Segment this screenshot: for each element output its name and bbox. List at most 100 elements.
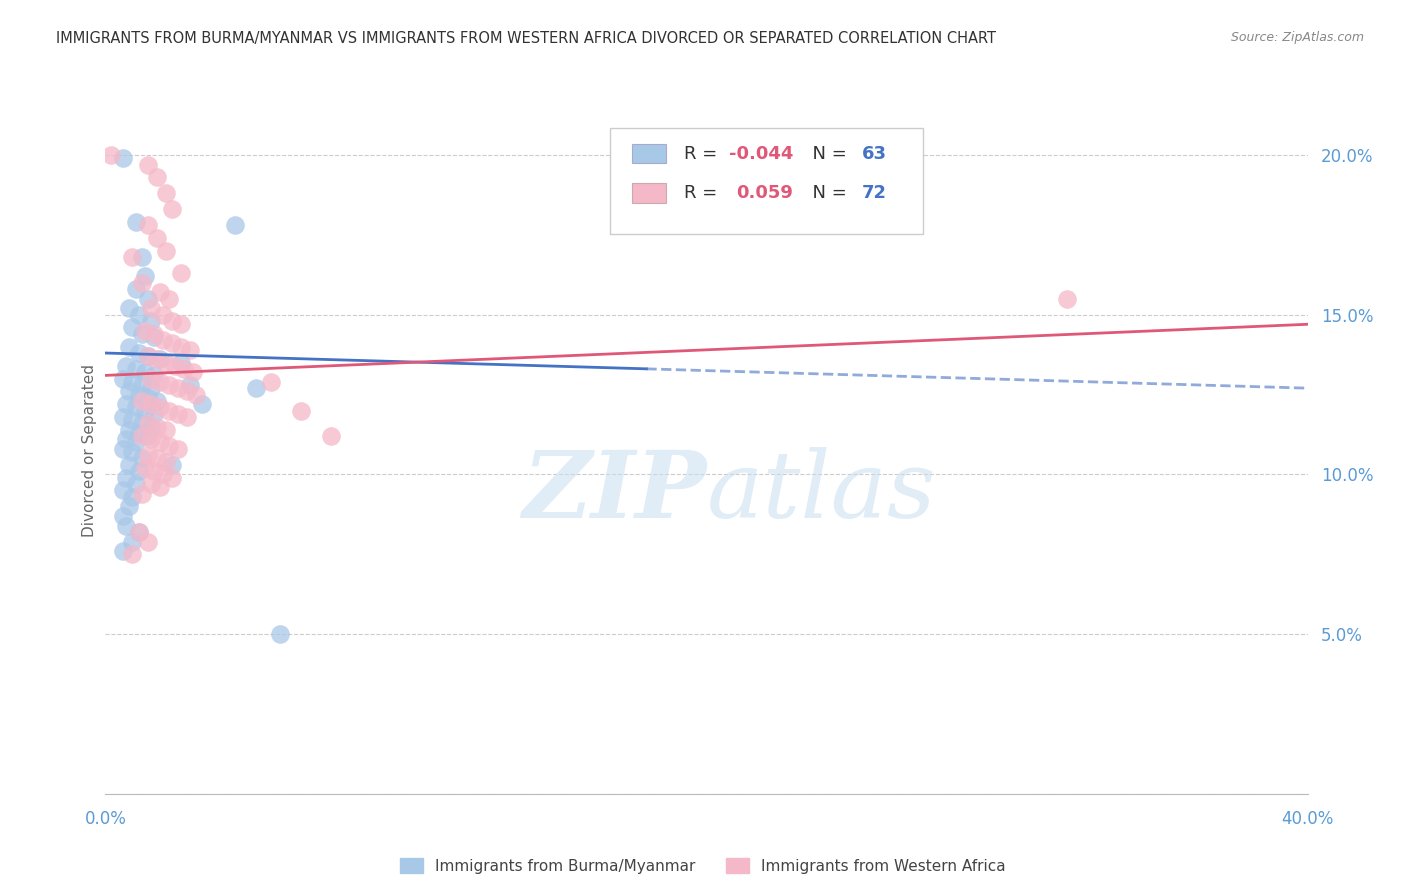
Point (118, 458, 141, 472)
Point (157, 439, 180, 453)
Point (319, 429, 342, 443)
Point (131, 276, 153, 290)
Point (118, 500, 141, 514)
Bar (631, 145, 665, 163)
Text: R =: R = (683, 145, 723, 162)
Point (160, 314, 183, 328)
Point (145, 393, 167, 408)
Point (290, 403, 312, 417)
Point (145, 170, 167, 185)
Point (121, 547, 143, 561)
Point (124, 282, 146, 296)
Point (124, 477, 146, 491)
Point (131, 417, 153, 431)
Bar (631, 183, 665, 202)
Point (173, 362, 195, 376)
Point (148, 480, 170, 494)
Point (224, 219, 246, 233)
Point (136, 448, 159, 462)
Point (145, 231, 167, 245)
Text: ZIP: ZIP (522, 447, 707, 537)
Point (139, 314, 162, 328)
Point (118, 384, 141, 399)
Text: atlas: atlas (707, 447, 936, 537)
Point (148, 285, 170, 300)
Point (121, 413, 143, 427)
Point (128, 524, 150, 539)
Point (139, 477, 162, 491)
Point (190, 397, 212, 411)
Point (145, 352, 167, 367)
Point (148, 352, 170, 367)
Point (118, 423, 141, 437)
Point (152, 333, 174, 347)
Point (136, 349, 159, 363)
Point (128, 346, 150, 360)
Text: -0.044: -0.044 (730, 145, 794, 162)
Point (121, 320, 143, 334)
Point (112, 483, 135, 498)
Point (169, 266, 191, 280)
Point (169, 356, 191, 370)
Point (131, 378, 153, 392)
Point (115, 518, 138, 533)
Point (1056, 292, 1078, 306)
Point (142, 326, 165, 341)
Point (160, 458, 183, 472)
Legend: Immigrants from Burma/Myanmar, Immigrants from Western Africa: Immigrants from Burma/Myanmar, Immigrant… (394, 852, 1012, 880)
Point (124, 435, 146, 450)
Point (136, 292, 159, 306)
Point (134, 365, 156, 379)
Point (128, 524, 150, 539)
Point (142, 407, 165, 421)
Point (112, 371, 135, 385)
Point (118, 340, 141, 354)
Point (166, 381, 188, 395)
Y-axis label: Divorced or Separated: Divorced or Separated (82, 364, 97, 537)
Point (245, 381, 267, 395)
Point (124, 215, 146, 229)
Point (160, 470, 183, 484)
Point (131, 393, 153, 408)
Point (139, 397, 162, 411)
Point (157, 378, 180, 392)
Point (142, 464, 165, 478)
Point (115, 397, 138, 411)
Point (155, 186, 177, 201)
Point (179, 343, 201, 357)
Point (131, 250, 153, 264)
Point (134, 403, 156, 417)
Point (121, 445, 143, 459)
Point (176, 384, 198, 399)
Point (134, 461, 156, 475)
Point (136, 534, 159, 549)
Text: N =: N = (801, 184, 853, 202)
Point (155, 455, 177, 469)
Point (160, 336, 183, 351)
Point (181, 365, 204, 379)
Text: N =: N = (801, 145, 853, 162)
Point (139, 301, 162, 316)
Point (112, 442, 135, 456)
Point (134, 324, 156, 338)
Point (128, 308, 150, 322)
Point (155, 423, 177, 437)
Point (131, 326, 153, 341)
Point (112, 508, 135, 523)
Point (139, 432, 162, 446)
Point (142, 368, 165, 383)
Point (115, 470, 138, 484)
Point (148, 375, 170, 389)
Point (169, 340, 191, 354)
Point (136, 349, 159, 363)
Point (128, 464, 150, 478)
Point (139, 371, 162, 385)
Point (139, 381, 162, 395)
Point (112, 151, 135, 165)
Point (179, 378, 201, 392)
Point (157, 403, 180, 417)
Point (184, 387, 207, 401)
Point (139, 419, 162, 434)
Point (152, 467, 174, 482)
Point (169, 318, 191, 332)
